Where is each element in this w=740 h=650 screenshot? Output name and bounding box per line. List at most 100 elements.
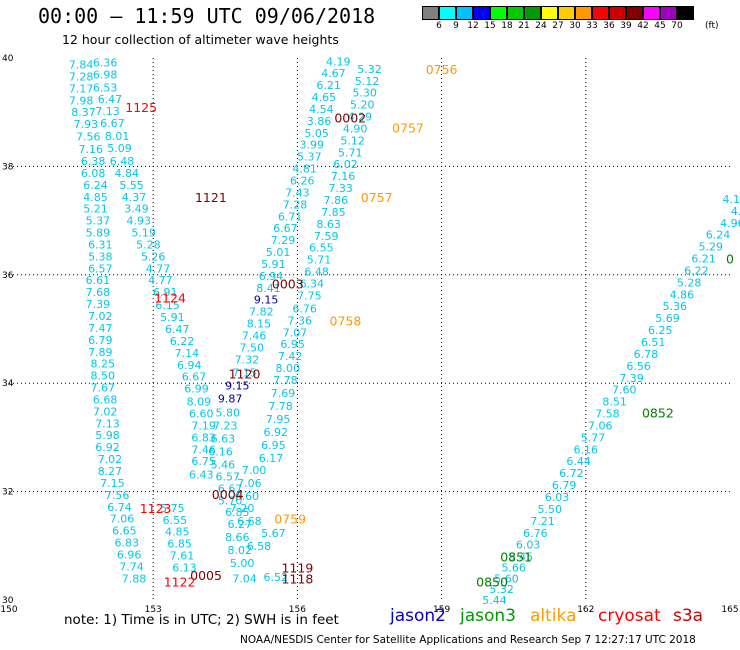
legend-label: 30 xyxy=(569,21,581,31)
wave-height-value: 4.37 xyxy=(122,191,147,204)
wave-height-value: 6.98 xyxy=(93,68,118,81)
credit-line: NOAA/NESDIS Center for Satellite Applica… xyxy=(240,634,696,646)
wave-height-value: 7.68 xyxy=(86,286,111,299)
wave-height-value: 6.83 xyxy=(191,431,216,444)
wave-height-value: 7.95 xyxy=(266,413,291,426)
wave-height-value: 7.21 xyxy=(530,515,555,528)
wave-height-value: 5.45 xyxy=(509,551,534,564)
wave-height-value: 5.26 xyxy=(141,250,166,263)
wave-height-value: 9.15 xyxy=(225,379,250,392)
wave-height-value: 5.77 xyxy=(581,431,606,444)
wave-height-value: 6.47 xyxy=(98,93,123,106)
wave-height-value: 6.79 xyxy=(88,334,113,347)
wave-height-value: 5.28 xyxy=(677,276,702,289)
wave-height-value: 5.50 xyxy=(538,503,563,516)
pass-time-label: 0003 xyxy=(272,276,304,291)
lat-tick-label: 40 xyxy=(2,54,14,64)
wave-height-value: 6.21 xyxy=(691,253,716,266)
wave-height-value: 6.75 xyxy=(191,455,216,468)
wave-height-value: 6.60 xyxy=(189,408,214,421)
lat-tick-label: 36 xyxy=(2,271,14,281)
wave-height-value: 6.95 xyxy=(261,439,286,452)
wave-height-value: 7.28 xyxy=(283,198,308,211)
legend-swatch xyxy=(575,6,592,20)
wave-height-value: 7.82 xyxy=(249,306,274,319)
wave-height-value: 5.05 xyxy=(304,127,329,140)
wave-height-value: 4.85 xyxy=(165,526,190,539)
wave-height-value: 5.28 xyxy=(136,238,161,251)
wave-height-value: 8.63 xyxy=(316,218,341,231)
wave-height-value: 6.15 xyxy=(155,299,180,312)
wave-height-value: 6.71 xyxy=(278,210,303,223)
wave-height-value: 6.72 xyxy=(559,467,584,480)
wave-height-value: 5.32 xyxy=(489,583,514,596)
lat-tick-label: 30 xyxy=(2,596,14,606)
pass-time-label: 1119 xyxy=(281,560,313,575)
wave-height-value: 6.51 xyxy=(641,336,666,349)
pass-time-label: 0756 xyxy=(426,62,458,77)
legend-label: 18 xyxy=(501,21,513,31)
pass-time-label: 0757 xyxy=(392,120,424,135)
wave-height-value: 6.68 xyxy=(237,515,262,528)
wave-height-value: 6.27 xyxy=(227,518,252,531)
legend-label: 39 xyxy=(620,21,632,31)
wave-height-value: 4.86 xyxy=(670,288,695,301)
wave-height-value: 6.44 xyxy=(566,455,591,468)
wave-height-value: 5.09 xyxy=(107,142,132,155)
wave-height-value: 7.47 xyxy=(88,322,113,335)
wave-height-value: 5.75 xyxy=(160,502,185,515)
wave-height-value: 7.07 xyxy=(283,326,308,339)
wave-height-value: 6.94 xyxy=(259,270,284,283)
wave-height-value: 5.67 xyxy=(261,527,286,540)
wave-height-value: 4.4 xyxy=(731,205,740,218)
wave-height-value: 6.67 xyxy=(273,222,298,235)
wave-height-value: 4.19 xyxy=(326,55,351,68)
legend-swatch xyxy=(660,6,677,20)
legend-label: 45 xyxy=(654,21,666,31)
wave-height-value: 6.79 xyxy=(552,479,577,492)
wave-height-value: 6.47 xyxy=(165,323,190,336)
wave-height-value: 5.66 xyxy=(501,561,526,574)
wave-height-value: 5.12 xyxy=(340,134,365,147)
wave-height-value: 7.02 xyxy=(88,310,113,323)
wave-height-value: 6.53 xyxy=(93,81,118,94)
wave-height-value: 6.92 xyxy=(264,426,289,439)
lat-tick-label: 34 xyxy=(2,379,14,389)
legend-label: 6 xyxy=(436,21,442,31)
wave-height-value: 6.52 xyxy=(264,571,289,584)
lon-tick-label: 150 xyxy=(0,605,17,615)
wave-height-value: 6.03 xyxy=(516,539,541,552)
legend-swatch xyxy=(507,6,524,20)
pass-time-label: 1124 xyxy=(154,291,186,306)
wave-height-value: 7.43 xyxy=(285,186,310,199)
wave-height-value: 5.91 xyxy=(261,258,286,271)
legend-label: 33 xyxy=(586,21,598,31)
wave-height-value: 4.77 xyxy=(146,262,171,275)
wave-height-value: 8.25 xyxy=(90,358,115,371)
page-subtitle: 12 hour collection of altimeter wave hei… xyxy=(62,32,339,47)
lon-tick-label: 156 xyxy=(289,605,306,615)
wave-height-value: 8.51 xyxy=(602,396,627,409)
wave-height-value: 5.46 xyxy=(211,459,236,472)
wave-height-value: 7.19 xyxy=(191,419,216,432)
wave-height-value: 4.93 xyxy=(127,215,152,228)
wave-height-value: 4.54 xyxy=(309,103,334,116)
wave-height-value: 6.31 xyxy=(88,238,113,251)
wave-height-value: 5.30 xyxy=(352,87,377,100)
wave-height-value: 7.06 xyxy=(237,477,262,490)
page-title: 00:00 – 11:59 UTC 09/06/2018 xyxy=(38,4,376,28)
wave-height-value: 3.99 xyxy=(300,139,325,152)
wave-height-value: 6.76 xyxy=(523,527,548,540)
wave-height-value: 7.88 xyxy=(122,572,147,585)
legend-swatch xyxy=(558,6,575,20)
wave-height-value: 5.00 xyxy=(230,557,255,570)
pass-time-label: 0850 xyxy=(476,575,508,590)
wave-height-value: 7.60 xyxy=(612,384,637,397)
wave-height-value: 6.57 xyxy=(88,262,113,275)
wave-height-value: 6.16 xyxy=(208,445,233,458)
footer-note: note: 1) Time is in UTC; 2) SWH is in fe… xyxy=(64,612,339,628)
wave-height-value: 7.14 xyxy=(175,347,200,360)
wave-height-value: 5.89 xyxy=(86,227,111,240)
legend-swatch xyxy=(643,6,660,20)
